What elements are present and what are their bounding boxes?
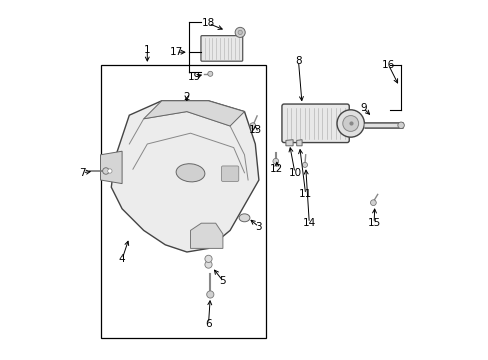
Ellipse shape — [239, 214, 249, 222]
Circle shape — [207, 71, 212, 76]
Bar — [101, 65, 265, 338]
Circle shape — [342, 116, 358, 131]
Polygon shape — [190, 223, 223, 248]
Circle shape — [249, 123, 255, 129]
Text: 8: 8 — [295, 56, 301, 66]
Text: 13: 13 — [248, 125, 262, 135]
Text: 12: 12 — [270, 164, 283, 174]
Circle shape — [204, 255, 212, 262]
Text: 5: 5 — [219, 276, 226, 286]
Text: 10: 10 — [288, 168, 301, 178]
Circle shape — [238, 30, 242, 35]
Text: 11: 11 — [299, 189, 312, 199]
Text: 7: 7 — [79, 168, 85, 178]
Text: 14: 14 — [302, 218, 315, 228]
Circle shape — [397, 122, 404, 129]
Text: 6: 6 — [205, 319, 211, 329]
Text: 2: 2 — [183, 92, 190, 102]
Circle shape — [102, 168, 109, 174]
Text: 16: 16 — [381, 60, 394, 70]
Polygon shape — [143, 101, 244, 126]
Text: 17: 17 — [169, 47, 183, 57]
Text: 15: 15 — [366, 218, 380, 228]
Polygon shape — [101, 151, 122, 184]
FancyBboxPatch shape — [221, 166, 238, 181]
Text: 18: 18 — [202, 18, 215, 28]
Circle shape — [235, 27, 244, 37]
Polygon shape — [111, 101, 258, 252]
Circle shape — [206, 291, 213, 298]
Ellipse shape — [176, 164, 204, 182]
Text: 4: 4 — [119, 254, 125, 264]
Circle shape — [302, 162, 307, 167]
Text: 3: 3 — [255, 222, 262, 232]
Text: 9: 9 — [359, 103, 366, 113]
FancyBboxPatch shape — [282, 104, 348, 143]
Circle shape — [272, 158, 278, 164]
Text: 19: 19 — [187, 72, 200, 82]
Polygon shape — [285, 140, 292, 146]
Circle shape — [336, 110, 364, 137]
Circle shape — [370, 200, 375, 206]
FancyBboxPatch shape — [201, 36, 242, 61]
Circle shape — [107, 169, 112, 173]
Polygon shape — [296, 140, 302, 146]
Circle shape — [204, 261, 212, 268]
Text: 1: 1 — [143, 45, 150, 55]
